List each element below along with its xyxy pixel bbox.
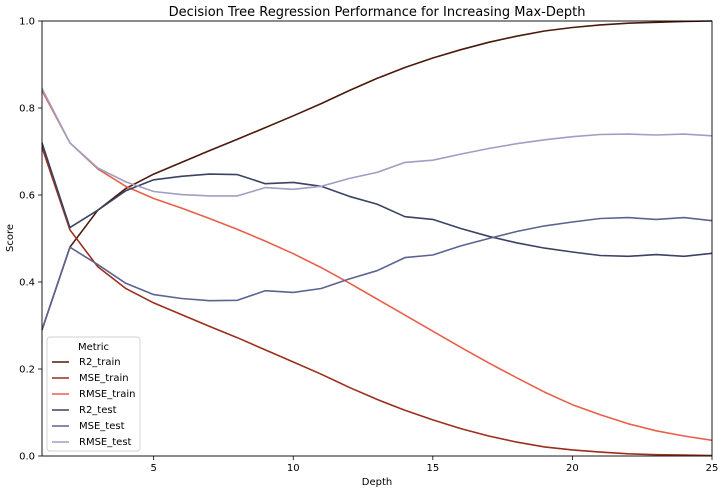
y-tick-label: 1.0 [19, 17, 35, 28]
y-tick-label: 0.6 [19, 191, 35, 202]
legend-entry-RMSE_train: RMSE_train [79, 389, 136, 400]
plot-area: 5 10 15 20 25 0.0 0.2 0.4 0.6 0.8 1.0 [19, 17, 718, 475]
x-axis-label: Depth [362, 477, 392, 488]
x-tick-label: 15 [426, 463, 439, 474]
y-tick-label: 0.0 [19, 452, 35, 463]
legend-entry-RMSE_test: RMSE_test [79, 437, 132, 448]
series-line-R2_train [41, 20, 713, 331]
legend: Metric R2_train MSE_train RMSE_train R2_test… [46, 336, 141, 452]
legend-entry-R2_train: R2_train [79, 357, 121, 368]
series-line-R2_test [41, 142, 713, 258]
series-line-MSE_test [41, 216, 713, 331]
x-tick-label: 10 [287, 463, 300, 474]
x-tick-label: 25 [706, 463, 719, 474]
y-tick-label: 0.4 [19, 278, 35, 289]
legend-box [46, 336, 141, 452]
y-tick-label: 0.8 [19, 104, 35, 115]
series-line-RMSE_train [41, 90, 713, 442]
legend-entry-MSE_train: MSE_train [79, 373, 129, 384]
axes-frame [41, 20, 713, 457]
series-line-MSE_train [41, 146, 713, 457]
series-line-RMSE_test [41, 88, 713, 197]
legend-entry-MSE_test: MSE_test [79, 421, 125, 432]
legend-entry-R2_test: R2_test [79, 405, 117, 416]
y-axis-label: Score [5, 224, 16, 252]
legend-title: Metric [78, 342, 109, 353]
chart-title: Decision Tree Regression Performance for… [169, 5, 586, 20]
x-tick-label: 5 [150, 463, 156, 474]
y-tick-label: 0.2 [19, 365, 35, 376]
x-tick-label: 20 [566, 463, 579, 474]
